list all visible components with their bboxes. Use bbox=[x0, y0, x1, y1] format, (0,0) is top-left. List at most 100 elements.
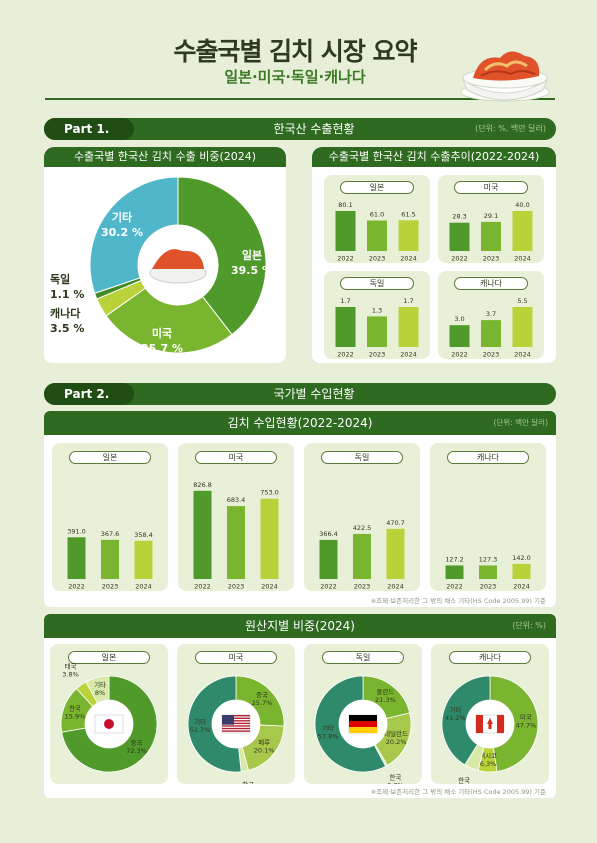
export-trend-title: 수출국별 한국산 김치 수출추이(2022-2024) bbox=[312, 147, 556, 167]
bar-value-label: 826.8 bbox=[193, 481, 212, 489]
donut-label-캐나다: 캐나다 bbox=[50, 306, 81, 320]
bar-value-label: 422.5 bbox=[353, 524, 372, 532]
bar-2024 bbox=[134, 540, 153, 579]
bar-value-label: 142.0 bbox=[512, 554, 531, 562]
import-note: ※조제·보존처리한 그 밖의 채소 기타(HS Code 2005.99) 기준 bbox=[370, 597, 546, 605]
bar-category-label: 2023 bbox=[483, 255, 500, 263]
bar-value-label: 3.0 bbox=[454, 315, 464, 323]
bar-chart-독일: 366.4 2022 422.5 2023 470.7 2024 bbox=[319, 519, 405, 591]
bar-category-label: 2023 bbox=[369, 255, 386, 263]
bar-2024 bbox=[512, 211, 533, 251]
flag-canton bbox=[222, 715, 234, 725]
origin-slice-label: 중국 bbox=[256, 691, 268, 699]
flag-band-gold bbox=[349, 727, 377, 733]
bar-category-label: 2024 bbox=[513, 583, 530, 591]
bar-value-label: 5.5 bbox=[517, 297, 527, 305]
origin-slice-value: 6.3% bbox=[480, 760, 497, 768]
bar-2022 bbox=[193, 490, 212, 579]
bar-value-label: 1.7 bbox=[403, 297, 413, 305]
origin-slice-label: 멕시코 bbox=[479, 751, 497, 760]
part2-header-bar: Part 2. 국가별 수입현황 bbox=[44, 383, 556, 405]
bar-value-label: 40.0 bbox=[515, 201, 529, 209]
flag-stripe bbox=[222, 727, 250, 730]
donut-label-미국: 미국 bbox=[152, 326, 172, 340]
bar-2023 bbox=[481, 221, 501, 251]
flag-band-red bbox=[349, 721, 377, 727]
bar-2023 bbox=[481, 320, 501, 347]
origin-box-title: 일본 bbox=[67, 651, 151, 664]
kimchi-bowl-illustration bbox=[460, 51, 550, 102]
bar-value-label: 683.4 bbox=[227, 496, 246, 504]
flag-stripe bbox=[222, 720, 250, 722]
donut-value-미국: 25.7 % bbox=[141, 342, 183, 355]
kimchi-center-icon bbox=[149, 249, 207, 284]
bar-value-label: 29.1 bbox=[484, 212, 498, 220]
bar-box-title: 독일 bbox=[339, 277, 415, 290]
bar-chart-미국: 28.3 2022 29.1 2023 40.0 2024 bbox=[449, 201, 533, 263]
bar-value-label: 80.1 bbox=[338, 201, 352, 209]
bar-value-label: 367.6 bbox=[101, 530, 120, 538]
donut-label-기타: 기타 bbox=[112, 210, 133, 224]
bar-chart-캐나다: 3.0 2022 3.7 2023 5.5 2024 bbox=[449, 297, 533, 359]
bar-category-label: 2024 bbox=[387, 583, 404, 591]
bar-2023 bbox=[479, 565, 497, 579]
origin-slice-label: 태국 bbox=[65, 662, 77, 670]
bar-2024 bbox=[398, 307, 419, 347]
bar-value-label: 1.3 bbox=[372, 306, 382, 314]
bar-category-label: 2023 bbox=[228, 583, 245, 591]
flag-stripe bbox=[222, 725, 250, 727]
origin-slice-label: 한국 bbox=[242, 781, 254, 784]
origin-slice-label: 기타 bbox=[94, 680, 106, 689]
bar-category-label: 2022 bbox=[68, 583, 85, 591]
bar-chart-일본: 80.1 2022 61.0 2023 61.5 2024 bbox=[335, 201, 419, 263]
flag-icon-일본 bbox=[94, 714, 124, 734]
flag-icon-독일 bbox=[348, 714, 378, 734]
export-share-donut-chart: 일본 39.5 % 미국 25.7 % 캐나다 3.5 % 독일 1.1 % 기타 30.2 % bbox=[50, 176, 273, 355]
origin-slice-label: 미국 bbox=[520, 712, 532, 721]
bar-box-일본: 일본 391.0 2022 367.6 2023 358.4 2024 bbox=[52, 443, 168, 591]
bar-2023 bbox=[367, 220, 387, 251]
bar-value-label: 1.7 bbox=[340, 297, 350, 305]
bar-value-label: 61.0 bbox=[370, 211, 384, 219]
bar-category-label: 2022 bbox=[194, 583, 211, 591]
origin-slice-value: 15.9% bbox=[65, 712, 86, 720]
donut-value-캐나다: 3.5 % bbox=[50, 322, 84, 335]
bar-category-label: 2022 bbox=[451, 255, 468, 263]
donut-label-일본: 일본 bbox=[242, 248, 262, 262]
bar-2022 bbox=[335, 307, 356, 347]
bar-2024 bbox=[512, 307, 533, 347]
bar-category-label: 2023 bbox=[354, 583, 371, 591]
bar-2023 bbox=[367, 316, 387, 347]
bar-category-label: 2022 bbox=[451, 351, 468, 359]
bar-category-label: 2024 bbox=[135, 583, 152, 591]
bar-2022 bbox=[445, 565, 464, 579]
flag-band-left bbox=[476, 715, 483, 733]
origin-slice-value: 25.7% bbox=[252, 699, 273, 707]
bar-category-label: 2024 bbox=[514, 351, 531, 359]
bar-chart-캐나다: 127.2 2022 127.3 2023 142.0 2024 bbox=[445, 554, 531, 591]
bar-box-title: 일본 bbox=[69, 451, 151, 464]
bar-2022 bbox=[335, 211, 356, 251]
bar-2024 bbox=[512, 563, 531, 579]
bar-2023 bbox=[353, 533, 371, 579]
origin-panel: 원산지별 비중(2024) (단위: %) 일본 중국 72.3% 한국 15.9% 태국… bbox=[44, 614, 556, 798]
origin-slice-label: 기타 bbox=[322, 724, 334, 733]
bar-chart-미국: 826.8 2022 683.4 2023 753.0 2024 bbox=[193, 481, 279, 591]
flag-band-black bbox=[349, 715, 377, 721]
page-title: 수출국별 김치 시장 요약 bbox=[173, 37, 417, 66]
bar-value-label: 127.2 bbox=[445, 555, 464, 563]
bar-category-label: 2024 bbox=[400, 255, 417, 263]
bar-chart-일본: 391.0 2022 367.6 2023 358.4 2024 bbox=[67, 527, 153, 591]
export-share-panel: 수출국별 한국산 김치 수출 비중(2024) 일본 39.5 % 미국 25.7 %… bbox=[44, 147, 286, 363]
export-trend-panel: 수출국별 한국산 김치 수출추이(2022-2024) 일본 80.1 2022 61… bbox=[312, 147, 556, 363]
bar-box-title: 캐나다 bbox=[453, 277, 529, 290]
bar-category-label: 2023 bbox=[102, 583, 119, 591]
bar-2022 bbox=[67, 537, 86, 579]
bar-2022 bbox=[449, 325, 470, 347]
origin-slice-value: 20.1% bbox=[254, 747, 275, 755]
